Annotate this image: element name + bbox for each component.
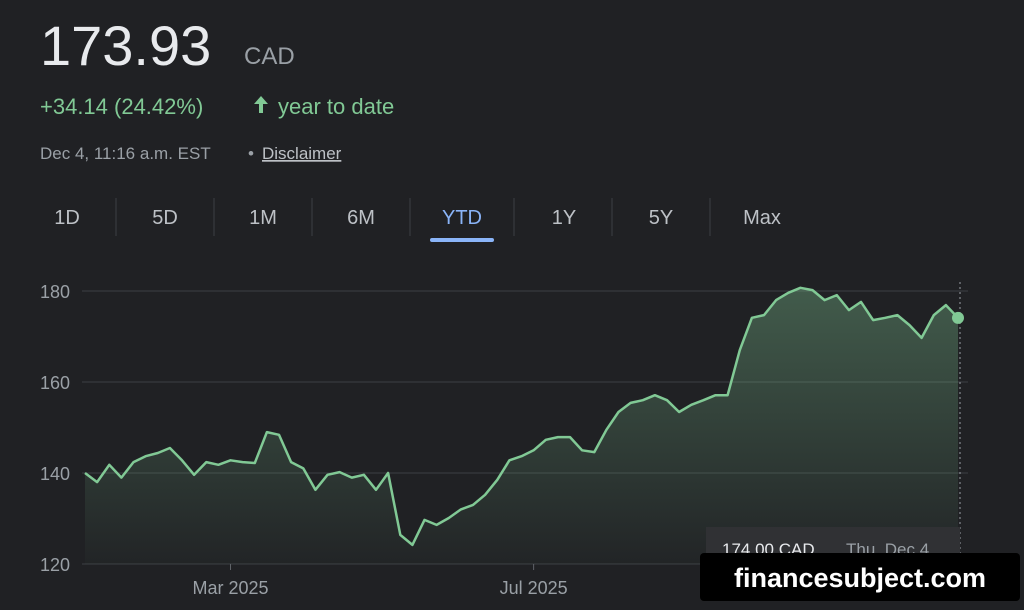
tab[interactable]: 1M <box>249 207 277 229</box>
tab-indicator <box>430 238 494 242</box>
tabs: 1D 5D 1M 6M YTD 1Y 5Y Max <box>54 198 781 242</box>
timestamp: Dec 4, 11:16 a.m. EST <box>40 144 211 163</box>
tab[interactable]: 1D <box>54 207 80 229</box>
x-tick-label: Jul 2025 <box>500 578 568 598</box>
watermark-box <box>700 553 1020 601</box>
disclaimer-link[interactable]: Disclaimer <box>262 144 342 163</box>
watermark: financesubject.com <box>700 553 1020 601</box>
tab[interactable]: 5D <box>152 207 178 229</box>
y-tick-label: 120 <box>40 555 70 575</box>
area-fill <box>85 287 958 564</box>
tab[interactable]: YTD <box>442 207 482 229</box>
price-line <box>84 286 959 547</box>
y-tick-label: 180 <box>40 282 70 302</box>
currency: CAD <box>244 43 295 70</box>
tab[interactable]: 1Y <box>552 207 576 229</box>
separator: • <box>248 144 254 163</box>
last-point <box>952 311 964 324</box>
price: 173.93 <box>40 14 211 77</box>
y-tick-label: 160 <box>40 373 70 393</box>
tab[interactable]: 6M <box>347 207 375 229</box>
watermark-text: financesubject.com <box>734 563 986 593</box>
tab[interactable]: Max <box>743 207 781 229</box>
tab[interactable]: 5Y <box>649 207 673 229</box>
period: year to date <box>278 94 394 119</box>
y-tick-label: 140 <box>40 464 70 484</box>
x-tick-label: Mar 2025 <box>192 578 268 598</box>
change: +34.14 (24.42%) <box>40 94 203 119</box>
up-arrow <box>254 96 268 113</box>
